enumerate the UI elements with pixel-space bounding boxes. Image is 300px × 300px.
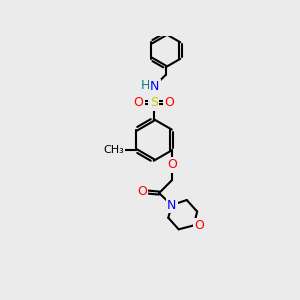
Text: O: O (134, 96, 143, 109)
Text: O: O (167, 158, 177, 171)
Text: N: N (167, 199, 176, 212)
Text: N: N (150, 80, 160, 93)
Text: H: H (140, 79, 150, 92)
Text: O: O (137, 185, 147, 198)
Text: CH₃: CH₃ (103, 145, 124, 155)
Text: S: S (150, 96, 158, 109)
Text: O: O (164, 96, 174, 109)
Text: O: O (194, 219, 204, 232)
